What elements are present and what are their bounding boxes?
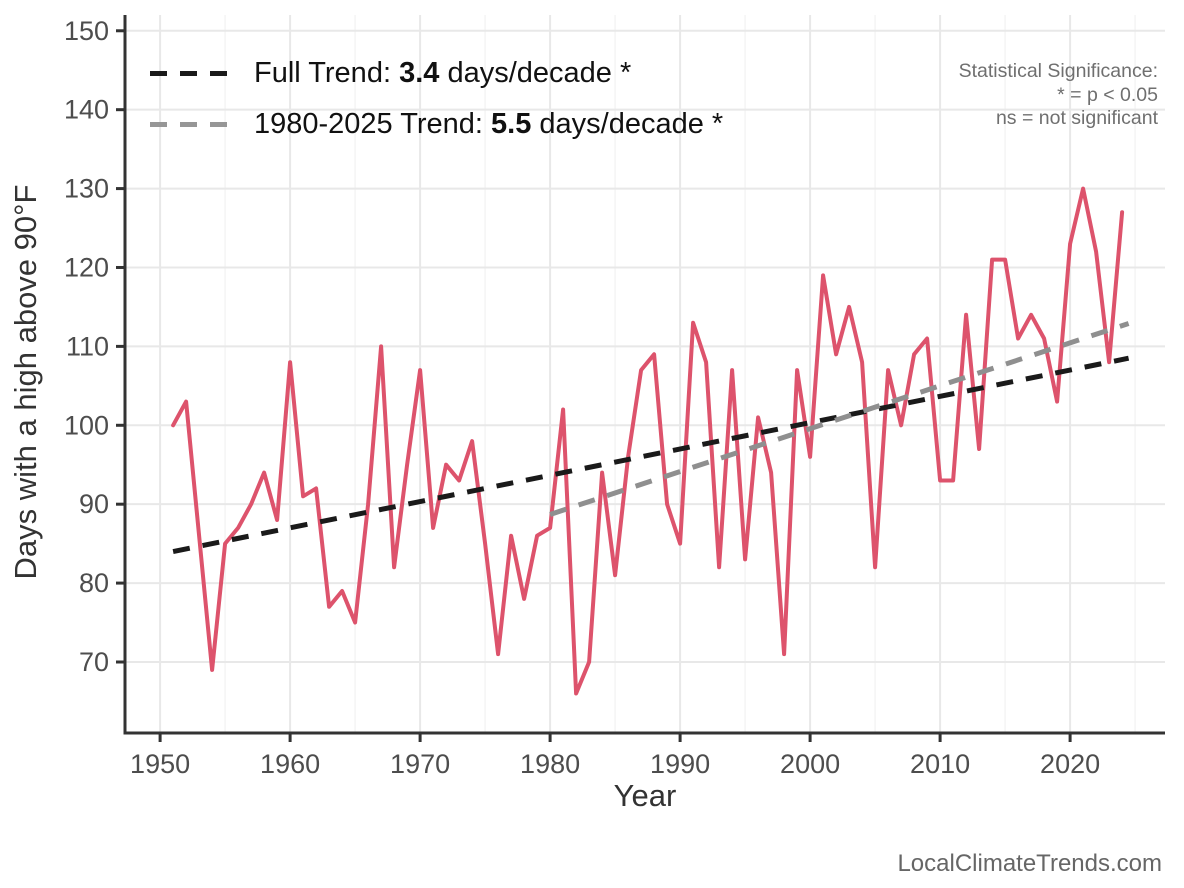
y-tick-label: 120 <box>64 252 109 282</box>
y-tick-label: 110 <box>66 331 109 361</box>
recent-trend-line <box>549 321 1130 517</box>
legend-item-recent-trend: 1980-2025 Trend: 5.5 days/decade * <box>150 99 723 150</box>
full-trend-prefix: Full Trend: <box>254 57 400 89</box>
y-tick-label: 140 <box>64 95 109 125</box>
y-tick-label: 70 <box>79 647 109 677</box>
significance-note-star: * = p < 0.05 <box>1057 83 1158 106</box>
full-trend-dash-swatch <box>150 71 234 76</box>
legend-item-full-trend: Full Trend: 3.4 days/decade * <box>150 48 723 99</box>
x-tick-label: 1950 <box>130 749 190 779</box>
x-tick-label: 1980 <box>520 749 580 779</box>
recent-trend-label: 1980-2025 Trend: 5.5 days/decade * <box>254 108 723 141</box>
y-tick-label: 130 <box>64 174 109 204</box>
full-trend-value: 3.4 <box>399 57 440 89</box>
x-tick-label: 2020 <box>1040 749 1100 779</box>
full-trend-label: Full Trend: 3.4 days/decade * <box>254 57 631 90</box>
recent-trend-dash-swatch <box>150 122 234 127</box>
y-tick-label: 90 <box>79 489 109 519</box>
y-tick-label: 80 <box>79 568 109 598</box>
x-tick-label: 1970 <box>390 749 450 779</box>
significance-note: Statistical Significance: * = p < 0.05 n… <box>959 60 1158 131</box>
x-tick-label: 1990 <box>650 749 710 779</box>
data-line <box>171 186 1125 696</box>
recent-trend-suffix: days/decade * <box>531 108 724 140</box>
significance-note-ns: ns = not significant <box>995 107 1158 129</box>
recent-trend-value: 5.5 <box>491 108 532 140</box>
x-axis-title: Year <box>614 778 677 813</box>
full-trend-line <box>172 355 1130 554</box>
significance-note-title: Statistical Significance: <box>958 60 1158 82</box>
x-tick-label: 2000 <box>780 749 840 779</box>
y-axis-title: Days with a high above 90°F <box>8 185 43 580</box>
watermark: LocalClimateTrends.com <box>897 850 1162 877</box>
recent-trend-prefix: 1980-2025 Trend: <box>254 108 492 140</box>
legend: Full Trend: 3.4 days/decade * 1980-2025 … <box>150 48 723 150</box>
x-tick-label: 2010 <box>910 749 970 779</box>
full-trend-suffix: days/decade * <box>439 57 632 89</box>
y-tick-label: 100 <box>64 410 109 440</box>
x-tick-label: 1960 <box>260 749 320 779</box>
y-tick-label: 150 <box>64 16 109 46</box>
